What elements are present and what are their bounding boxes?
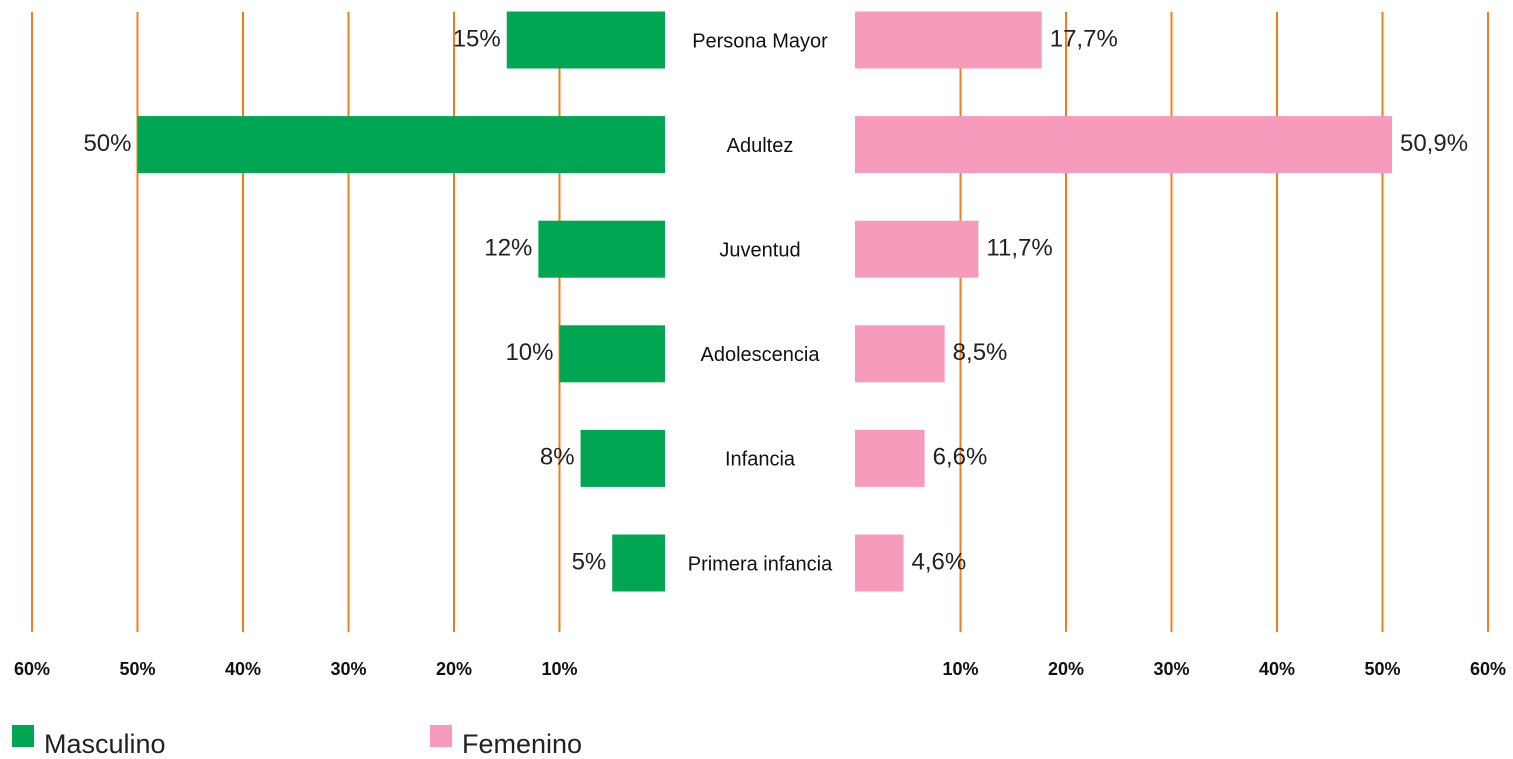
bar [559,325,665,383]
bar [855,534,904,592]
x-tick-label: 10% [541,659,577,679]
bar [855,220,979,278]
data-label: 50,9% [1400,130,1468,157]
legend-swatch [430,725,452,747]
data-label: 8,5% [953,339,1008,366]
category-label: Infancia [725,449,796,471]
legend-label: Femenino [462,729,582,759]
bar [612,534,665,592]
bar [855,429,925,487]
x-tick-label: 20% [1048,659,1084,679]
category-label: Adultez [727,135,794,157]
x-tick-label: 50% [1364,659,1400,679]
x-tick-label: 50% [119,659,155,679]
x-tick-label: 40% [225,659,261,679]
bar [855,11,1042,69]
x-tick-label: 60% [1470,659,1506,679]
x-tick-label: 40% [1259,659,1295,679]
x-tick-label: 20% [436,659,472,679]
data-label: 4,6% [912,548,967,575]
legend-swatch [12,725,34,747]
category-label: Persona Mayor [692,30,828,52]
bar [580,429,665,487]
bar [855,325,945,383]
data-label: 50% [83,130,131,157]
x-tick-label: 30% [330,659,366,679]
bar [538,220,665,278]
data-label: 8% [540,444,575,471]
data-label: 17,7% [1050,25,1118,52]
category-label: Primera infancia [688,553,833,575]
bar [506,11,665,69]
bar [137,116,665,174]
x-tick-label: 60% [14,659,50,679]
data-label: 6,6% [933,444,988,471]
x-tick-label: 10% [942,659,978,679]
data-label: 5% [572,548,607,575]
category-label: Adolescencia [701,344,821,366]
legend-label: Masculino [44,729,166,759]
data-label: 11,7% [986,235,1052,262]
bar [855,116,1392,174]
x-tick-label: 30% [1153,659,1189,679]
data-label: 10% [505,339,553,366]
category-label: Juventud [719,239,800,261]
data-label: 12% [484,235,532,262]
data-label: 15% [453,25,501,52]
